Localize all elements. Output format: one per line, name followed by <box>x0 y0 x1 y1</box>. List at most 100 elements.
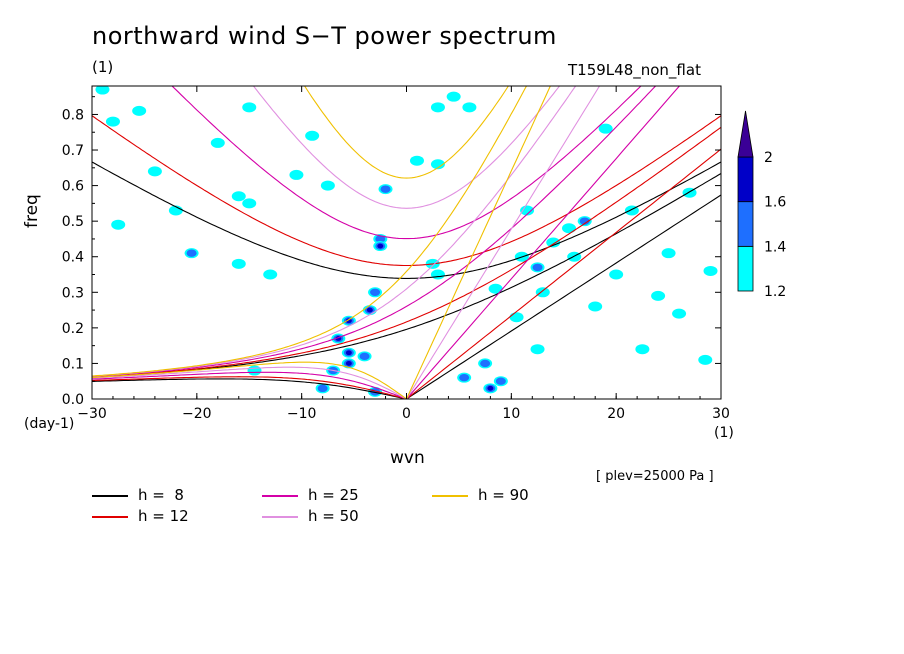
legend-label: h = 8 <box>138 486 184 504</box>
pressure-level-note: [ plev=25000 Pa ] <box>596 469 714 484</box>
spectral-peak <box>345 350 352 356</box>
spectral-peak <box>359 352 370 361</box>
dispersion-curve <box>92 366 407 399</box>
spectral-peak <box>289 169 304 180</box>
legend-label: h = 50 <box>308 507 359 525</box>
y-tick-label: 0.8 <box>62 107 84 123</box>
spectral-peak <box>535 287 550 298</box>
spectral-peak <box>487 385 494 391</box>
colorbar-label: 1.4 <box>764 239 786 255</box>
dispersion-curve <box>92 86 657 378</box>
spectral-peak <box>703 265 718 276</box>
spectral-peak <box>380 185 391 193</box>
legend-swatch <box>432 495 468 497</box>
dispersion-curve <box>92 115 721 267</box>
spectral-peak <box>370 288 381 296</box>
spectral-peak <box>147 166 162 177</box>
colorbar-label: 2 <box>764 150 773 166</box>
y-tick-label: 0.5 <box>62 214 84 230</box>
spectral-peak <box>546 237 561 248</box>
spectral-peak <box>598 123 613 134</box>
spectral-peak <box>366 307 373 313</box>
spectral-peak <box>231 258 246 269</box>
dispersion-curves <box>92 86 721 399</box>
spectral-peak <box>345 361 352 366</box>
spectral-peak <box>488 283 503 294</box>
spectral-peak <box>210 137 225 148</box>
y-tick-label: 0.4 <box>62 250 84 266</box>
x-tick-label: 20 <box>607 406 625 422</box>
spectral-peak <box>462 102 477 113</box>
spectral-peak <box>105 116 120 127</box>
chart-title: northward wind S−T power spectrum <box>92 22 557 50</box>
legend-swatch <box>92 495 128 497</box>
spectral-peak <box>132 105 147 116</box>
y-tick-label: 0.6 <box>62 179 84 195</box>
dispersion-curve <box>92 173 721 379</box>
spectral-peak <box>231 191 246 202</box>
spectral-peak <box>186 249 197 257</box>
dispersion-curve <box>252 86 561 209</box>
x-tick-label: 30 <box>712 406 730 422</box>
spectral-peak <box>635 344 650 355</box>
colorbar: 1.2 1.4 1.6 2 <box>737 110 786 300</box>
spectral-peak <box>520 205 535 216</box>
spectral-peak <box>345 318 352 324</box>
dispersion-curve <box>92 126 721 378</box>
legend-swatch <box>92 516 128 518</box>
spectral-peak <box>651 290 666 301</box>
legend-swatch <box>262 516 298 518</box>
spectral-peak <box>377 243 384 249</box>
spectral-peak <box>532 263 543 272</box>
x-tick-label: −10 <box>287 406 317 422</box>
y-tick-label: 0.3 <box>62 285 84 301</box>
spectral-peak <box>305 130 320 141</box>
spectral-peak <box>430 159 445 170</box>
colorbar-label: 1.2 <box>764 284 786 300</box>
dispersion-curve <box>92 371 407 399</box>
spectral-peak <box>320 180 335 191</box>
y-tick-label: 0.2 <box>62 321 84 337</box>
colorbar-label: 1.6 <box>764 195 786 211</box>
spectral-peak <box>698 354 713 365</box>
colorbar-segment <box>737 156 754 203</box>
dispersion-curve <box>92 376 407 399</box>
spectral-peak <box>561 223 576 234</box>
y-tick-label: 0.0 <box>62 392 84 408</box>
legend-label: h = 12 <box>138 507 189 525</box>
spectral-peak <box>480 359 491 368</box>
spectral-peak <box>430 102 445 113</box>
chart-experiment-name: T159L48_non_flat <box>568 61 701 79</box>
colorbar-extend-triangle <box>737 110 754 158</box>
dispersion-curve <box>405 86 551 399</box>
spectral-peak <box>446 91 461 102</box>
spectral-peak <box>672 308 687 319</box>
dispersion-curve <box>92 378 407 399</box>
spectral-peak <box>579 217 590 225</box>
x-axis-unit: (1) <box>714 425 734 441</box>
chart-subtitle-unit: (1) <box>92 58 114 76</box>
dispersion-curve <box>92 161 721 279</box>
dispersion-curve <box>406 148 721 399</box>
y-tick-label: 0.7 <box>62 143 84 159</box>
spectral-peak <box>509 312 524 323</box>
dispersion-curve <box>303 86 510 179</box>
spectral-peak <box>375 235 386 243</box>
x-tick-label: −20 <box>182 406 212 422</box>
legend-swatch <box>262 495 298 497</box>
dispersion-curve <box>92 86 577 377</box>
spectral-peak <box>661 248 676 259</box>
dispersion-curve <box>92 86 528 377</box>
spectral-peak <box>530 344 545 355</box>
plot-frame <box>91 85 722 400</box>
spectral-peak <box>242 198 257 209</box>
spectral-peak <box>459 373 470 382</box>
x-tick-label: −30 <box>77 406 107 422</box>
spectral-peak <box>409 155 424 166</box>
x-tick-label: 0 <box>402 406 411 422</box>
spectral-peak <box>495 377 506 385</box>
colorbar-segment <box>737 201 754 247</box>
dispersion-curve <box>406 194 721 399</box>
dispersion-curve <box>171 86 642 240</box>
y-axis-unit: (day-1) <box>24 416 75 432</box>
